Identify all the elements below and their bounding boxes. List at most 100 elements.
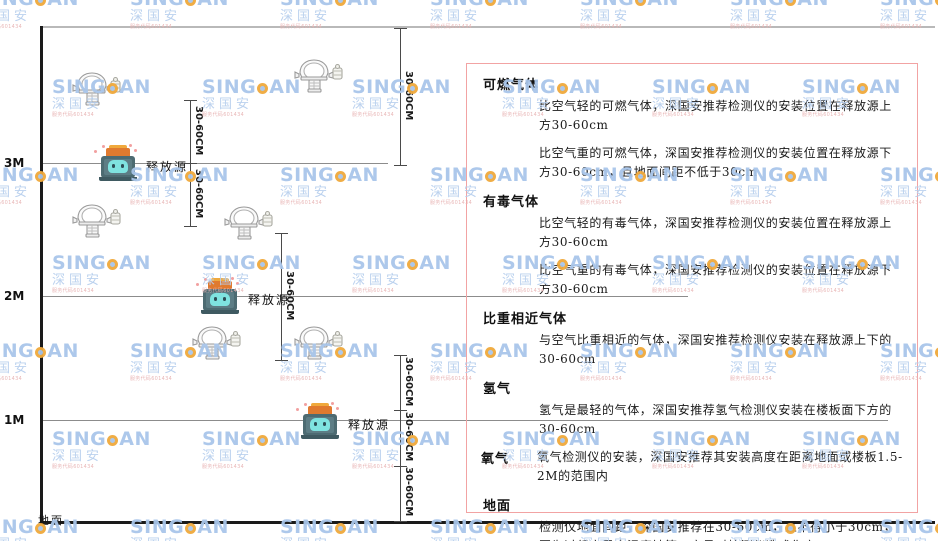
watermark-text-cn: 深国安 <box>0 449 20 464</box>
watermark-text-main: SING <box>730 0 784 10</box>
guidance-section-heading: 比重相近气体 <box>483 312 568 327</box>
watermark-text-code: 服务代码601434 <box>202 112 245 118</box>
dimension-label: 30-60CM <box>284 271 295 321</box>
guidance-section-text: 比空气轻的有毒气体，深国安推荐检测仪的安装位置在释放源上方30-60cm <box>539 216 892 249</box>
dimension-tick <box>394 521 407 522</box>
watermark-text-cn: 深国安 <box>202 97 254 112</box>
watermark-text-cn: 深国安 <box>130 537 248 541</box>
axis-label-2m: 2M <box>4 289 25 303</box>
watermark-text-main: SING <box>52 252 107 274</box>
level-line-1m <box>43 420 888 421</box>
gas-detector-icon <box>70 200 122 244</box>
watermark-text-main: SING <box>280 0 334 10</box>
watermark-dot-icon <box>335 523 347 534</box>
dimension-label: 30-60CM <box>193 106 204 156</box>
dimension-line-2 <box>281 233 282 360</box>
watermark-text-main2: AN <box>419 252 451 274</box>
watermark-text-cn: 深国安 <box>580 9 632 24</box>
gas-detector-icon <box>292 55 344 99</box>
watermark-text-main2: AN <box>797 0 829 10</box>
release-source-label: 释放源 <box>348 418 391 432</box>
watermark-dot-icon <box>785 0 797 6</box>
watermark-text-main2: AN <box>419 428 451 450</box>
watermark-text-main: SING <box>0 0 34 10</box>
guidance-section-heading: 氢气 <box>483 382 512 397</box>
guidance-section-text: 与空气比重相近的气体，深国安推荐检测仪安装在释放源上下的30-60cm <box>539 333 892 366</box>
watermark-text-main2: AN <box>347 340 379 362</box>
watermark-text-code: 服务代码601434 <box>0 112 20 119</box>
dimension-tick <box>394 165 407 166</box>
watermark-text-main2: AN <box>0 76 1 98</box>
dimension-label: 30-60CM <box>403 412 414 462</box>
installation-guidance-panel: 可燃气体比空气轻的可燃气体，深国安推荐检测仪的安装位置在释放源上方30-60cm… <box>466 63 918 541</box>
watermark-text-cn: 深国安 <box>0 361 32 376</box>
watermark-dot-icon <box>185 523 197 534</box>
watermark-text-code: 服务代码601434 <box>280 200 323 206</box>
dimension-tick <box>275 360 288 361</box>
guidance-section-heading: 地面 <box>483 499 512 514</box>
watermark-text-main: SING <box>352 76 407 98</box>
dimension-tick <box>394 410 407 411</box>
watermark-text-cn: 深国安 <box>280 9 332 24</box>
watermark-text-main2: AN <box>269 428 301 450</box>
guidance-section: 可燃气体比空气轻的可燃气体，深国安推荐检测仪的安装位置在释放源上方30-60cm… <box>481 74 903 182</box>
watermark-text-cn: 深国安 <box>0 97 20 112</box>
dimension-tick <box>275 233 288 234</box>
dimension-label: 30-60CM <box>403 357 414 407</box>
watermark-text-cn: 深国安 <box>352 273 404 288</box>
watermark-dot-icon <box>485 0 497 6</box>
watermark-dot-icon <box>257 435 269 446</box>
gas-detector-icon <box>70 68 122 112</box>
axis-label-1m: 1M <box>4 413 25 427</box>
watermark-text-cn: 深国安 <box>280 537 398 541</box>
watermark-text-main2: AN <box>119 428 151 450</box>
ceiling-line <box>40 26 935 28</box>
watermark-text-cn: 深国安 <box>202 449 254 464</box>
watermark-text-main2: AN <box>119 252 151 274</box>
guidance-section: 地面检测仪地面间距，深国安推荐在30-60cm，且不得小于30cm，因为过低容易… <box>481 495 903 541</box>
watermark-text-main: SING <box>0 516 35 538</box>
watermark-dot-icon <box>107 259 119 270</box>
watermark-text-code: 服务代码601434 <box>280 376 323 382</box>
watermark-text-main: SING <box>880 0 934 10</box>
watermark-text-code: 服务代码601434 <box>130 376 173 382</box>
dimension-line-3 <box>400 355 401 521</box>
guidance-section-heading: 可燃气体 <box>483 78 540 93</box>
watermark-dot-icon <box>107 435 119 446</box>
watermark-text-code: 服务代码601434 <box>52 112 95 118</box>
guidance-section-text: 比空气轻的可燃气体，深国安推荐检测仪的安装位置在释放源上方30-60cm <box>539 99 892 132</box>
guidance-section-heading: 有毒气体 <box>483 195 540 210</box>
watermark-text-main: SING <box>202 76 257 98</box>
watermark-text-main: SING <box>130 340 185 362</box>
watermark-dot-icon <box>257 259 269 270</box>
watermark-text-main2: AN <box>419 76 451 98</box>
watermark-text-main: SING <box>430 516 485 538</box>
dimension-label: 30-60CM <box>403 467 414 517</box>
watermark-text-main: SING <box>0 340 35 362</box>
level-line-2m <box>43 296 688 297</box>
watermark-text-code: 服务代码601434 <box>52 288 95 294</box>
watermark-text-main: SING <box>430 0 484 10</box>
guidance-section: 氧气 氧气检测仪的安装，深国安推荐其安装高度在距离地面或楼板1.5-2M的范围内 <box>481 448 903 486</box>
release-source-icon <box>94 144 138 182</box>
watermark-text-cn: 深国安 <box>880 9 932 24</box>
release-source-label: 释放源 <box>248 293 291 307</box>
watermark-dot-icon <box>407 259 419 270</box>
watermark-text-main: SING <box>52 428 107 450</box>
watermark-text-main: SING <box>280 164 335 186</box>
watermark-text-cn: 深国安 <box>430 9 482 24</box>
axis-label-3m: 3M <box>4 156 25 170</box>
watermark-text-main2: AN <box>347 0 379 10</box>
guidance-section-text: 氧气检测仪的安装，深国安推荐其安装高度在距离地面或楼板1.5-2M的范围内 <box>537 450 903 483</box>
release-source-icon <box>196 277 240 315</box>
watermark-text-code: 服务代码601434 <box>352 288 395 294</box>
gas-detector-icon <box>292 322 344 366</box>
watermark-dot-icon <box>185 0 197 6</box>
